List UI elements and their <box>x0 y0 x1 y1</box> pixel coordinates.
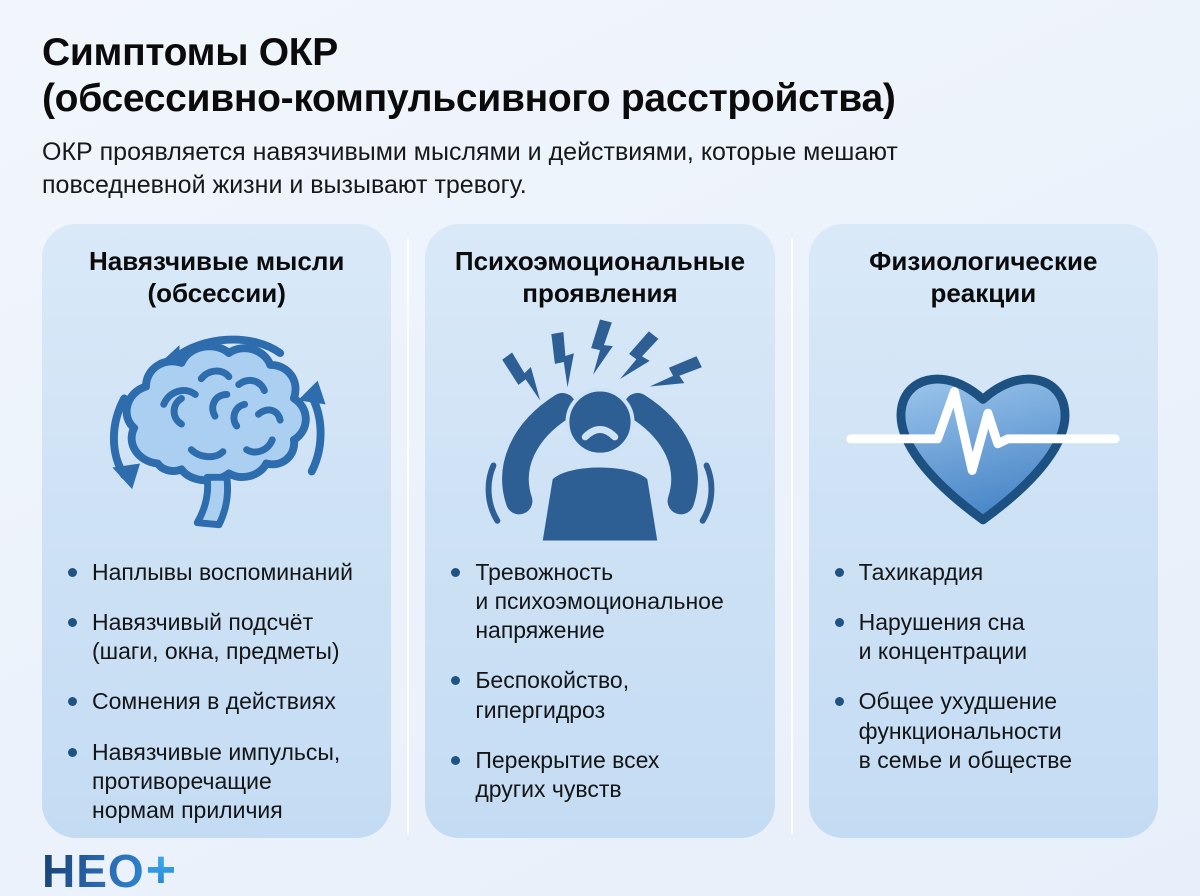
card-divider <box>790 238 793 835</box>
symptom-list: Тревожность и психоэмоциональное напряже… <box>447 558 752 804</box>
neo-logo: НЕО + <box>42 841 177 896</box>
card-title: Психоэмоциональные проявления <box>454 246 746 308</box>
list-item: Навязчивые импульсы, противоречащие норм… <box>66 738 369 826</box>
list-item: Тахикардия <box>833 558 1136 587</box>
list-item: Беспокойство, гипергидроз <box>449 666 752 724</box>
list-item: Навязчивый подсчёт (шаги, окна, предметы… <box>66 608 369 666</box>
logo-plus-icon: + <box>145 841 177 896</box>
list-item: Нарушения сна и концентрации <box>833 608 1136 666</box>
card-psycho-emotional: Психоэмоциональные проявления <box>425 224 775 839</box>
card-obsessive-thoughts: Навязчивые мысли (обсессии) <box>42 224 392 839</box>
logo-text: НЕО <box>42 844 145 896</box>
card-title: Физиологические реакции <box>869 246 1098 308</box>
list-item: Сомнения в действиях <box>66 687 369 716</box>
stressed-person-icon <box>447 310 752 548</box>
list-item: Общее ухудшение функциональности в семье… <box>833 687 1136 775</box>
heartbeat-icon <box>831 310 1136 548</box>
brain-cycle-icon <box>64 310 369 548</box>
symptom-list: Тахикардия Нарушения сна и концентрации … <box>831 558 1136 775</box>
list-item: Перекрытие всех других чувств <box>449 746 752 804</box>
list-item: Наплывы воспоминаний <box>66 558 369 587</box>
symptom-cards: Навязчивые мысли (обсессии) <box>42 224 1158 839</box>
page-title: Симптомы ОКР (обсессивно-компульсивного … <box>42 31 896 120</box>
card-divider <box>407 238 410 835</box>
card-physiological: Физиологические реакции Тахикар <box>808 224 1158 839</box>
symptom-list: Наплывы воспоминаний Навязчивый подсчёт … <box>64 558 369 825</box>
page-subtitle: ОКР проявляется навязчивыми мыслями и де… <box>42 138 898 199</box>
list-item: Тревожность и психоэмоциональное напряже… <box>449 558 752 646</box>
footer: НЕО + <box>42 841 1158 896</box>
card-title: Навязчивые мысли (обсессии) <box>89 246 345 308</box>
